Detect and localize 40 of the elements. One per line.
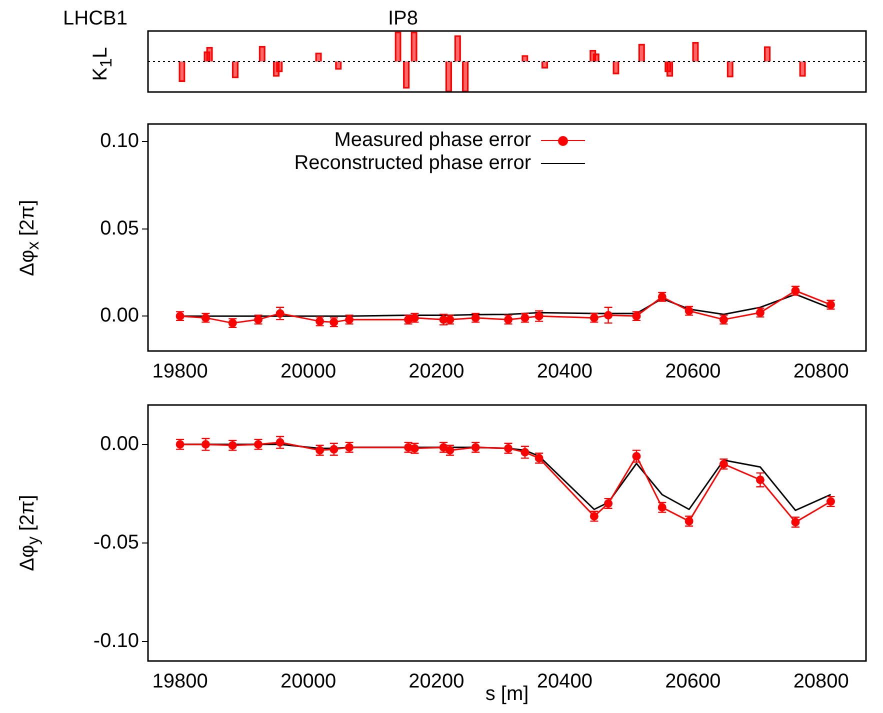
x-tick-label: 20800 [793,670,849,693]
x-tick-label: 20600 [665,670,721,693]
bar [445,62,452,92]
bar [258,46,266,62]
bar [454,35,461,62]
y-tick-label: 0.00 [100,304,139,327]
bar [638,44,645,62]
y-tick-label: -0.10 [93,630,139,652]
x-tick-label: 20000 [280,670,336,693]
x-tick-label: 20200 [408,360,464,383]
text: IP8 [388,8,418,30]
x-tick-label: 19800 [152,670,208,693]
bar [666,62,674,77]
x-tick-label: 20600 [665,360,721,383]
legend-label: Reconstructed phase error [294,152,531,175]
bar [799,62,806,77]
bar [410,32,418,62]
y-tick-label: -0.05 [93,531,139,554]
x-tick-label: 20000 [280,360,336,383]
bar [403,62,410,89]
text: LHCB1 [63,8,128,30]
x-tick-label: 19800 [152,360,208,383]
y-tick-label: 0.05 [100,217,139,240]
y-tick-label: 0.00 [100,432,139,455]
legend-label: Measured phase error [334,129,531,152]
y-tick-label: 0.10 [100,130,139,152]
bar [206,46,213,62]
bar [232,62,239,78]
bar [612,62,620,74]
bar [178,62,186,82]
bar [726,62,734,78]
bar [394,32,402,62]
x-tick-label: 20400 [536,360,593,383]
x-tick-label: 20800 [793,360,849,383]
bar [764,46,771,62]
x-tick-label: 20200 [408,670,464,693]
bar [462,62,469,92]
x-axis-title: s [m] [485,683,529,706]
x-tick-label: 20400 [536,670,593,693]
bar [692,42,699,62]
